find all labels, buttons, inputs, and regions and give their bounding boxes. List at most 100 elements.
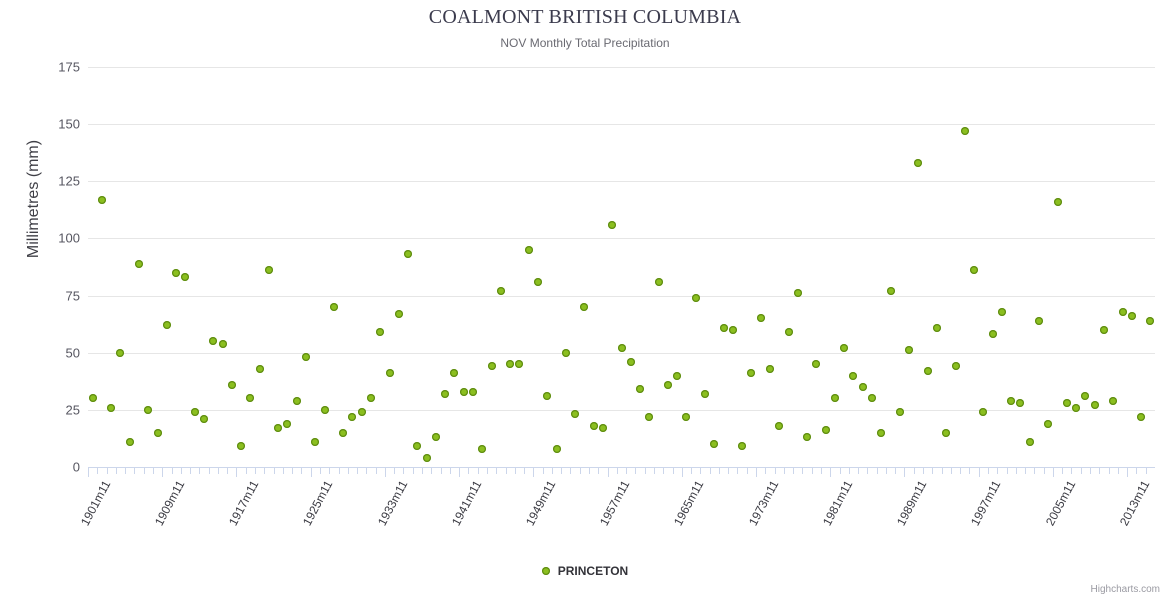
data-point[interactable] [1044,419,1053,428]
data-point[interactable] [552,444,561,453]
data-point[interactable] [960,127,969,135]
data-point[interactable] [339,428,348,437]
data-point[interactable] [329,303,338,311]
data-point[interactable] [719,323,728,332]
data-point[interactable] [172,268,181,277]
legend-item-princeton[interactable]: PRINCETON [541,564,628,578]
data-point[interactable] [589,421,598,430]
data-point[interactable] [533,277,542,286]
data-point[interactable] [1127,312,1136,321]
data-point[interactable] [487,362,496,371]
data-point[interactable] [830,394,839,403]
data-point[interactable] [366,394,375,403]
data-point[interactable] [144,405,153,414]
data-point[interactable] [348,412,357,421]
data-point[interactable] [190,408,199,417]
data-point[interactable] [88,394,97,403]
data-point[interactable] [738,442,747,451]
data-point[interactable] [543,392,552,401]
data-point[interactable] [1137,412,1146,421]
data-point[interactable] [979,408,988,417]
data-point[interactable] [1081,392,1090,401]
data-point[interactable] [775,421,784,430]
data-point[interactable] [524,245,533,254]
data-point[interactable] [608,220,617,229]
data-point[interactable] [803,433,812,442]
data-point[interactable] [821,426,830,435]
data-point[interactable] [728,325,737,334]
data-point[interactable] [357,408,366,417]
data-point[interactable] [691,293,700,302]
data-point[interactable] [116,348,125,357]
data-point[interactable] [701,389,709,398]
data-point[interactable] [942,428,951,437]
data-point[interactable] [1016,399,1025,407]
data-point[interactable] [181,273,190,282]
data-point[interactable] [914,159,923,167]
data-point[interactable] [450,369,459,378]
data-point[interactable] [663,380,672,389]
data-point[interactable] [125,437,134,446]
data-point[interactable] [747,369,756,378]
data-point[interactable] [905,346,914,355]
data-point[interactable] [923,367,932,375]
data-point[interactable] [1090,401,1099,410]
data-point[interactable] [302,353,311,362]
data-point[interactable] [199,415,208,423]
data-point[interactable] [1025,437,1034,446]
data-point[interactable] [469,387,478,396]
data-point[interactable] [636,385,645,394]
data-point[interactable] [459,387,468,396]
data-point[interactable] [858,383,867,391]
data-point[interactable] [784,328,793,337]
data-point[interactable] [645,412,654,421]
data-point[interactable] [320,405,329,414]
data-point[interactable] [886,287,895,295]
data-point[interactable] [932,323,941,332]
data-point[interactable] [710,440,719,449]
data-point[interactable] [237,442,246,451]
data-point[interactable] [561,348,570,357]
data-point[interactable] [441,389,450,398]
data-point[interactable] [988,330,997,339]
data-point[interactable] [496,287,505,295]
data-point[interactable] [1072,403,1081,412]
data-point[interactable] [765,364,774,373]
data-point[interactable] [654,277,663,286]
credits-label[interactable]: Highcharts.com [1090,584,1160,595]
data-point[interactable] [1035,316,1044,325]
data-point[interactable] [1109,396,1118,405]
data-point[interactable] [1007,396,1016,405]
data-point[interactable] [970,266,979,275]
data-point[interactable] [793,289,802,298]
data-point[interactable] [756,314,765,323]
data-point[interactable] [478,444,487,453]
data-point[interactable] [404,250,413,259]
data-point[interactable] [274,424,283,433]
data-point[interactable] [1053,197,1062,206]
data-point[interactable] [1062,399,1071,407]
data-point[interactable] [515,360,524,369]
data-point[interactable] [617,344,626,353]
data-point[interactable] [209,337,218,346]
data-point[interactable] [218,339,227,348]
data-point[interactable] [1099,325,1108,334]
data-point[interactable] [153,428,162,437]
data-point[interactable] [812,360,821,369]
data-point[interactable] [626,357,635,366]
data-point[interactable] [997,307,1006,316]
data-point[interactable] [849,371,858,380]
data-point[interactable] [135,259,144,268]
data-point[interactable] [682,412,691,421]
data-point[interactable] [840,344,849,353]
data-point[interactable] [431,433,440,442]
data-point[interactable] [571,410,580,419]
data-point[interactable] [292,396,301,405]
data-point[interactable] [264,266,273,275]
data-point[interactable] [255,364,264,373]
data-point[interactable] [107,403,116,412]
data-point[interactable] [506,360,515,369]
data-point[interactable] [877,428,886,437]
data-point[interactable] [413,442,422,451]
data-point[interactable] [376,328,385,337]
